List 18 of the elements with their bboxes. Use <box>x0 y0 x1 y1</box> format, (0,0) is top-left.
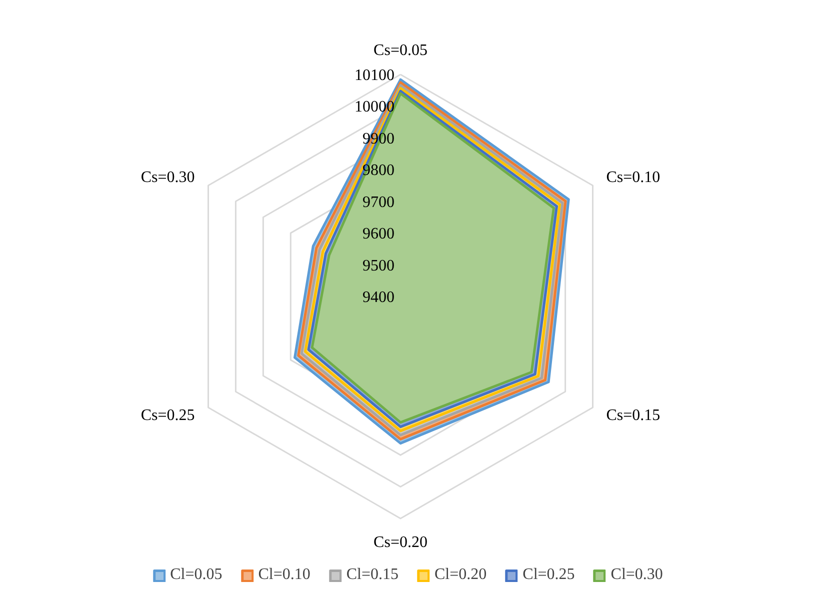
legend-label: Cl=0.30 <box>610 566 663 584</box>
y-tick-label: 10100 <box>354 67 394 84</box>
y-tick-label: 9500 <box>362 257 394 274</box>
spoke-label: Cs=0.05 <box>374 42 428 59</box>
legend-label: Cl=0.10 <box>258 566 310 584</box>
spoke-label: Cs=0.15 <box>606 406 660 424</box>
legend-label: Cl=0.15 <box>346 566 398 584</box>
spoke-label: Cs=0.10 <box>606 169 660 186</box>
spoke-label: Cs=0.25 <box>140 406 195 424</box>
legend-label: Cl=0.20 <box>434 566 487 584</box>
legend-label: Cl=0.05 <box>170 566 222 584</box>
spoke-label: Cs=0.20 <box>374 534 428 552</box>
y-tick-label: 9600 <box>362 226 394 243</box>
y-tick-label: 9800 <box>362 162 394 180</box>
y-tick-label: 9700 <box>362 194 394 211</box>
legend-label: Cl=0.25 <box>522 566 575 584</box>
spoke-label: Cs=0.30 <box>140 169 195 186</box>
y-tick-label: 9400 <box>362 289 394 306</box>
